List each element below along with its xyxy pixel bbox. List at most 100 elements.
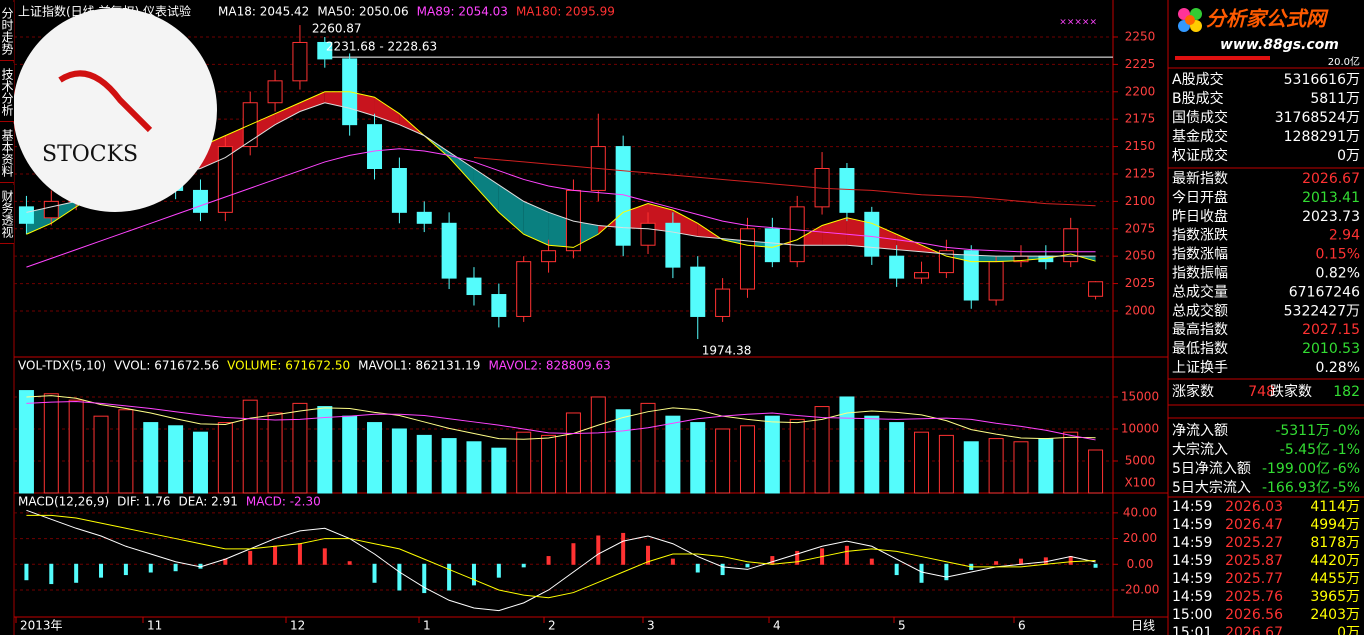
flow-value: -5311万 [1275, 423, 1330, 439]
candle-body [739, 228, 755, 290]
macd-bar [422, 563, 427, 594]
tick-volume: 3965万 [1310, 589, 1360, 605]
tick-time: 14:59 [1172, 553, 1212, 569]
candle-body [938, 250, 954, 274]
volume-bar [889, 422, 905, 494]
macd-bar [944, 563, 949, 581]
tick-price: 2026.47 [1225, 517, 1283, 533]
y-tick-label: 2200 [1125, 84, 1156, 98]
ma-band [822, 217, 847, 246]
tick-time: 15:00 [1172, 607, 1212, 623]
macd-bar [844, 545, 849, 565]
stat-value: 2027.15 [1302, 322, 1360, 338]
volume-bar [590, 396, 606, 494]
candle-body [292, 41, 308, 82]
side-tab[interactable]: 技术分析 [0, 63, 14, 122]
volume-bar [342, 415, 358, 494]
macd-bar [795, 550, 800, 565]
candle-body [541, 250, 557, 263]
time-label: 2013年 [20, 619, 63, 633]
candle-body [43, 200, 59, 219]
macd-bar [273, 545, 278, 565]
marker: ××××× [1059, 18, 1097, 28]
flow-pct: -6% [1333, 461, 1360, 477]
tick-price: 2026.56 [1225, 607, 1283, 623]
stat-value: 0.82% [1316, 266, 1360, 282]
legend-entry: MAVOL1: 862131.19 [358, 359, 480, 373]
macd-bar [49, 563, 54, 585]
unit-label: X100 [1124, 476, 1155, 490]
macd-bar [74, 563, 79, 583]
legend-entry: MAVOL2: 828809.63 [488, 359, 610, 373]
volume-bar [168, 425, 184, 494]
indicator-line [26, 148, 1096, 268]
indicator-line [26, 509, 1096, 612]
ma-band [275, 102, 300, 125]
legend-entry: VOL-TDX(5,10) [18, 359, 106, 373]
stat-label: A股成交 [1172, 71, 1224, 88]
y-tick-label: 2150 [1125, 139, 1156, 153]
candle-body [839, 167, 855, 213]
scale-note: 20.0亿 [1328, 55, 1360, 68]
side-tab[interactable]: 基本资料 [0, 124, 14, 183]
candle-body [914, 272, 930, 279]
candle-body [565, 189, 581, 252]
macd-bar [173, 563, 178, 572]
candle-body [1088, 281, 1104, 297]
candle-body [864, 211, 880, 257]
ma-band [498, 184, 524, 235]
y-tick-label: 2125 [1125, 166, 1156, 180]
macd-bar [148, 563, 153, 573]
macd-bar [521, 563, 526, 568]
stat-value: 31768524万 [1275, 110, 1360, 126]
volume-bar [516, 431, 532, 494]
volume-bar [665, 415, 681, 494]
tick-volume: 2403万 [1310, 607, 1360, 623]
tick-volume: 4114万 [1310, 499, 1360, 515]
macd-bar [670, 558, 675, 565]
side-tab[interactable]: 分时走势 [0, 2, 14, 61]
stat-label: 最高指数 [1172, 321, 1228, 338]
y-tick-label: 5000 [1125, 453, 1156, 467]
legend-entry: MACD(12,26,9) [18, 495, 109, 509]
stat-value: 1288291万 [1284, 129, 1360, 145]
tick-price: 2026.03 [1225, 499, 1283, 515]
legend-entry: DEA: 2.91 [178, 495, 237, 509]
candle-body [690, 266, 706, 317]
candle-body [466, 277, 482, 296]
tick-price: 2026.67 [1225, 625, 1283, 635]
macd-bar [347, 561, 352, 565]
indicator-line [26, 395, 1096, 440]
tick-volume: 4994万 [1310, 517, 1360, 533]
candle-body [192, 189, 208, 213]
indicator-line [26, 102, 1096, 257]
candle-body [18, 206, 34, 224]
side-tab[interactable]: 财务透视 [0, 185, 14, 244]
y-tick-label: 2250 [1125, 29, 1156, 43]
candle-body [416, 211, 432, 224]
stat-value: 2023.73 [1302, 209, 1360, 225]
tick-price: 2025.77 [1225, 571, 1283, 587]
volume-bar [118, 409, 134, 494]
flow-pct: -5% [1333, 480, 1360, 496]
candle-body [640, 222, 656, 246]
volume-bar [764, 415, 780, 494]
volume-bar [1013, 441, 1029, 494]
candle-body [391, 167, 407, 213]
candle-body [988, 261, 1004, 301]
stat-label: 国债成交 [1172, 109, 1228, 126]
y-tick-label: 2075 [1125, 221, 1156, 235]
tick-volume: 8178万 [1310, 535, 1360, 551]
volume-bar [292, 402, 308, 494]
volume-bar [690, 422, 706, 494]
y-tick-label: 2175 [1125, 112, 1156, 126]
tick-time: 14:59 [1172, 535, 1212, 551]
breadth: 748 [1248, 384, 1275, 400]
volume-bar [1063, 431, 1079, 494]
logo-flower [1178, 8, 1202, 32]
legend-entry: DIF: 1.76 [117, 495, 170, 509]
stat-label: 昨日收盘 [1172, 208, 1228, 225]
volume-bar [615, 409, 631, 494]
stat-label: 今日开盘 [1172, 189, 1228, 206]
